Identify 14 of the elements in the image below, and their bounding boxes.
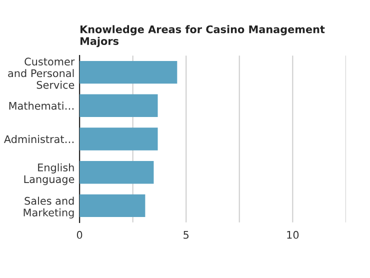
y-tick-label: Customer and Personal Service	[8, 58, 75, 89]
x-tick-label: 0	[76, 230, 82, 239]
y-tick-label: Administrat…	[4, 135, 74, 144]
y-tick-label: Mathemati…	[9, 102, 74, 110]
bar	[80, 94, 158, 117]
bar	[80, 128, 158, 150]
x-tick-label: 5	[184, 231, 189, 239]
y-tick-label: English Language	[24, 163, 74, 186]
bar	[80, 161, 154, 184]
bar	[80, 194, 146, 218]
bar	[80, 60, 178, 84]
x-tick-label: 10	[287, 230, 299, 239]
y-tick-label: Sales and Marketing	[24, 196, 74, 218]
chart-title: Knowledge Areas for Casino Management Majors	[80, 25, 325, 48]
